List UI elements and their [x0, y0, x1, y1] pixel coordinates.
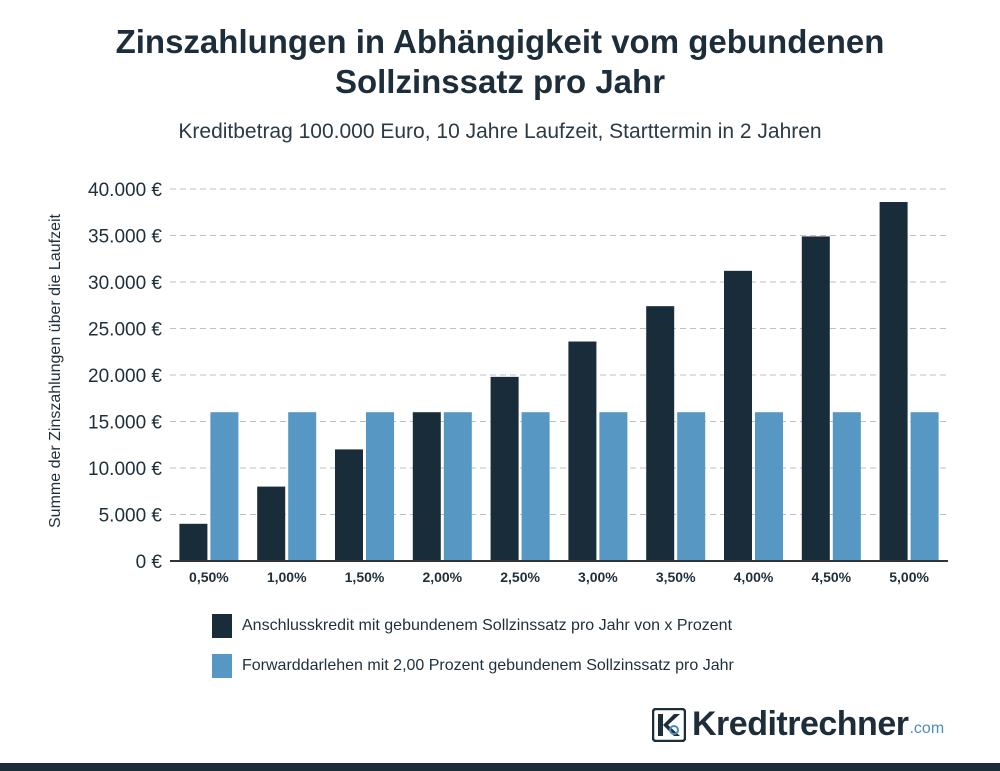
y-tick-label: 0 € — [136, 552, 163, 573]
legend-swatch-anschlusskredit — [212, 614, 232, 638]
bar-anschlusskredit — [335, 449, 363, 561]
bar-anschlusskredit — [724, 270, 752, 561]
bar-anschlusskredit — [412, 412, 441, 561]
legend-item-anschlusskredit: Anschlusskredit mit gebundenem Sollzinss… — [212, 614, 734, 638]
x-tick-label: 0,50% — [189, 569, 229, 585]
y-tick-label: 15.000 € — [88, 413, 162, 434]
bar-anschlusskredit — [257, 486, 286, 561]
x-tick-label: 2,50% — [500, 569, 540, 585]
y-axis-label: Summe der Zinszahlungen über die Laufzei… — [47, 213, 64, 528]
bar-anschlusskredit — [490, 376, 519, 561]
bars — [179, 202, 939, 561]
bottom-bar — [0, 763, 1000, 771]
y-axis-ticks: 0 € 5.000 € 10.000 € 15.000 € 20.000 € 25.000… — [88, 180, 162, 573]
legend-label-anschlusskredit: Anschlusskredit mit gebundenem Sollzinss… — [242, 617, 733, 634]
kreditrechner-logo-icon — [652, 707, 686, 742]
grid-lines — [170, 188, 948, 515]
bar-anschlusskredit — [801, 236, 830, 561]
y-tick-label: 10.000 € — [88, 459, 162, 480]
bar-forwarddarlehen — [755, 412, 783, 561]
legend-swatch-forwarddarlehen — [212, 654, 232, 678]
x-tick-label: 2,00% — [422, 569, 462, 585]
kreditrechner-logo: Kreditrechner .com — [652, 705, 944, 744]
y-tick-label: 5.000 € — [99, 506, 163, 527]
y-tick-label: 35.000 € — [88, 227, 162, 248]
x-tick-label: 4,50% — [811, 569, 851, 585]
bar-anschlusskredit — [646, 306, 675, 561]
bar-forwarddarlehen — [521, 412, 550, 561]
x-tick-label: 4,00% — [734, 569, 774, 585]
chart-title: Zinszahlungen in Abhängigkeit vom gebund… — [0, 22, 1000, 102]
x-axis-ticks: 0,50% 1,00% 1,50% 2,00% 2,50% 3,00% 3,50% 4,00%… — [189, 569, 929, 585]
legend-item-forwarddarlehen: Forwarddarlehen mit 2,00 Prozent gebunde… — [212, 654, 734, 678]
logo-domain: .com — [909, 720, 945, 737]
x-tick-label: 3,00% — [578, 569, 618, 585]
logo-name: Kreditrechner — [692, 705, 909, 743]
y-tick-label: 25.000 € — [88, 320, 162, 341]
x-tick-label: 1,50% — [345, 569, 385, 585]
chart-subtitle: Kreditbetrag 100.000 Euro, 10 Jahre Lauf… — [178, 120, 822, 143]
y-tick-label: 20.000 € — [88, 366, 162, 387]
legend-label-forwarddarlehen: Forwarddarlehen mit 2,00 Prozent gebunde… — [242, 657, 734, 674]
bar-forwarddarlehen — [443, 412, 472, 561]
x-tick-label: 5,00% — [889, 569, 929, 585]
legend: Anschlusskredit mit gebundenem Sollzinss… — [212, 614, 734, 694]
bar-forwarddarlehen — [677, 412, 706, 561]
chart-title-line2: Sollzinssatz pro Jahr — [334, 63, 666, 100]
bar-forwarddarlehen — [910, 412, 939, 561]
bar-anschlusskredit — [879, 202, 908, 561]
bar-forwarddarlehen — [366, 412, 394, 561]
y-tick-label: 40.000 € — [88, 180, 162, 201]
bar-forwarddarlehen — [599, 412, 628, 561]
bar-chart: 0 € 5.000 € 10.000 € 15.000 € 20.000 € 25.000… — [47, 180, 948, 585]
x-tick-label: 1,00% — [267, 569, 307, 585]
chart-title-line1: Zinszahlungen in Abhängigkeit vom gebund… — [115, 23, 885, 60]
bar-forwarddarlehen — [288, 412, 317, 561]
bar-forwarddarlehen — [210, 412, 239, 561]
y-tick-label: 30.000 € — [88, 273, 162, 294]
x-tick-label: 3,50% — [656, 569, 696, 585]
bar-forwarddarlehen — [832, 412, 861, 561]
bar-anschlusskredit — [568, 341, 597, 561]
bar-anschlusskredit — [179, 523, 208, 561]
